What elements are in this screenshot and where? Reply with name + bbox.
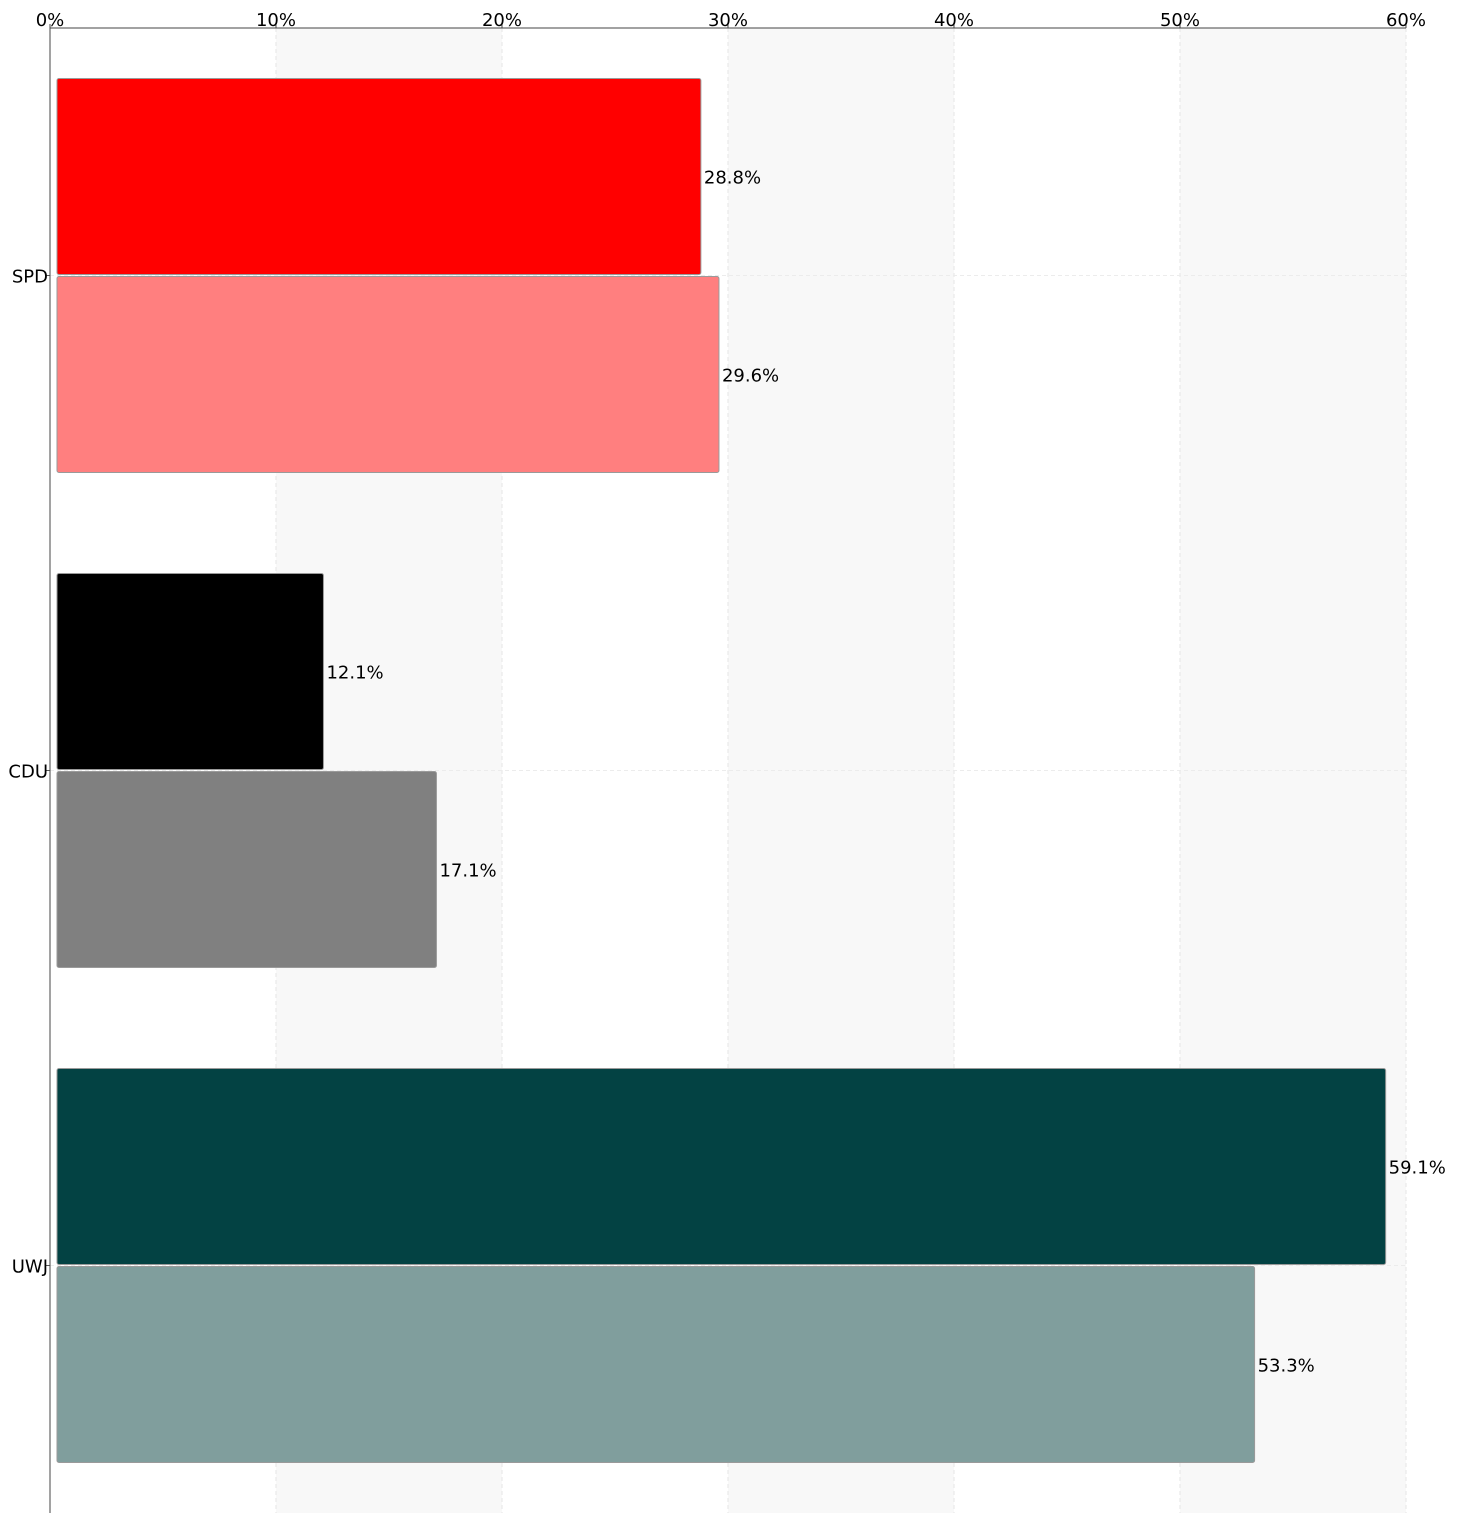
bar-uwj-2 (56, 1266, 1256, 1463)
x-tick-label: 30% (708, 10, 748, 31)
x-tick-label: 40% (934, 10, 974, 31)
category-label-spd: SPD (12, 267, 48, 288)
data-label-cdu-2: 17.1% (439, 861, 496, 882)
data-label-uwj-2: 53.3% (1258, 1356, 1315, 1377)
data-label-cdu-1: 12.1% (326, 663, 383, 684)
data-label-spd-1: 28.8% (704, 168, 761, 189)
category-label-cdu: CDU (8, 762, 48, 783)
bar-spd-2 (56, 276, 720, 473)
bar-spd-1 (56, 78, 702, 275)
bar-cdu-1 (56, 573, 324, 770)
data-labels: 28.8% 29.6% 12.1% 17.1% 59.1% 53.3% (326, 168, 1445, 1377)
x-tick-label: 50% (1160, 10, 1200, 31)
x-tick-label: 0% (36, 10, 65, 31)
x-tick-label: 60% (1386, 10, 1426, 31)
x-tick-label: 10% (256, 10, 296, 31)
bar-uwj-1 (56, 1068, 1387, 1265)
grid-lines (50, 28, 1407, 1513)
category-label-uwj: UWJ (12, 1257, 48, 1278)
x-tick-label: 20% (482, 10, 522, 31)
data-label-spd-2: 29.6% (722, 366, 779, 387)
data-label-uwj-1: 59.1% (1389, 1158, 1446, 1179)
axes: SPD CDU UWJ 0% 10% 20% 30% 40% 50% 60% (8, 10, 1426, 1513)
bars (56, 78, 1387, 1463)
bar-cdu-2 (56, 771, 437, 968)
